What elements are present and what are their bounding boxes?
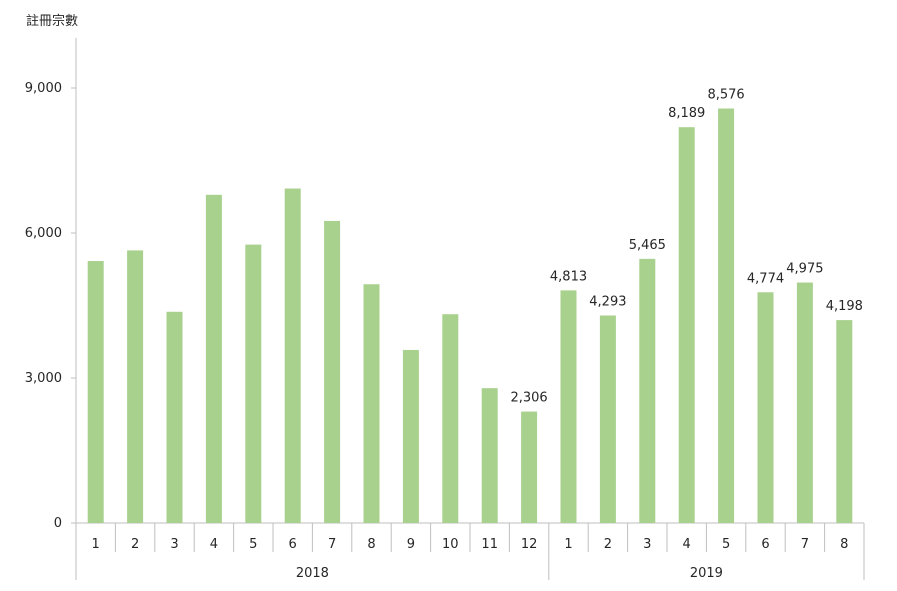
- bar: [560, 290, 577, 523]
- x-tick-label: 4: [210, 537, 218, 552]
- bar: [205, 194, 222, 524]
- bar: [796, 282, 813, 523]
- x-tick-label: 3: [170, 537, 178, 552]
- bar: [245, 244, 262, 523]
- x-tick-label: 2: [131, 537, 139, 552]
- y-tick-label: 6,000: [25, 226, 62, 241]
- axes: [71, 38, 865, 580]
- x-tick-label: 6: [289, 537, 297, 552]
- group-label: 2018: [296, 566, 329, 581]
- bar: [402, 349, 419, 523]
- group-label: 2019: [690, 566, 723, 581]
- bar: [599, 315, 616, 523]
- x-tick-label: 5: [249, 537, 257, 552]
- x-tick-label: 11: [481, 537, 498, 552]
- data-label: 4,774: [747, 271, 784, 286]
- x-tick-label: 8: [367, 537, 375, 552]
- data-label: 4,813: [550, 269, 587, 284]
- x-tick-label: 6: [761, 537, 769, 552]
- bar: [521, 411, 538, 523]
- bar: [481, 388, 498, 523]
- bar: [836, 320, 853, 523]
- data-label: 8,189: [668, 106, 705, 121]
- x-tick-label: 5: [722, 537, 730, 552]
- x-tick-label: 7: [801, 537, 809, 552]
- data-label: 4,293: [589, 295, 626, 310]
- x-tick-label: 4: [683, 537, 691, 552]
- y-axis-title: 註冊宗數: [26, 13, 78, 29]
- bar: [127, 250, 144, 523]
- bar: [442, 314, 459, 523]
- y-tick-label: 3,000: [25, 371, 62, 386]
- bar: [678, 127, 695, 523]
- data-label: 2,306: [510, 391, 547, 406]
- bar: [87, 261, 104, 523]
- x-tick-label: 12: [521, 537, 538, 552]
- data-label: 4,975: [786, 262, 823, 277]
- bar: [639, 258, 656, 523]
- data-label: 5,465: [629, 238, 666, 253]
- bars: [87, 108, 853, 524]
- bar: [284, 188, 301, 524]
- x-tick-label: 8: [840, 537, 848, 552]
- x-tick-label: 1: [92, 537, 100, 552]
- x-tick-label: 1: [564, 537, 572, 552]
- bar: [757, 292, 774, 523]
- bar: [363, 284, 380, 523]
- data-label: 4,198: [826, 299, 863, 314]
- y-tick-label: 0: [54, 516, 62, 531]
- data-label: 8,576: [707, 87, 744, 102]
- y-tick-label: 9,000: [25, 81, 62, 96]
- bar: [324, 220, 341, 523]
- x-tick-label: 7: [328, 537, 336, 552]
- x-tick-label: 2: [604, 537, 612, 552]
- x-tick-label: 10: [442, 537, 459, 552]
- bar: [718, 108, 735, 523]
- x-tick-label: 3: [643, 537, 651, 552]
- x-tick-label: 9: [407, 537, 415, 552]
- bar: [166, 311, 183, 523]
